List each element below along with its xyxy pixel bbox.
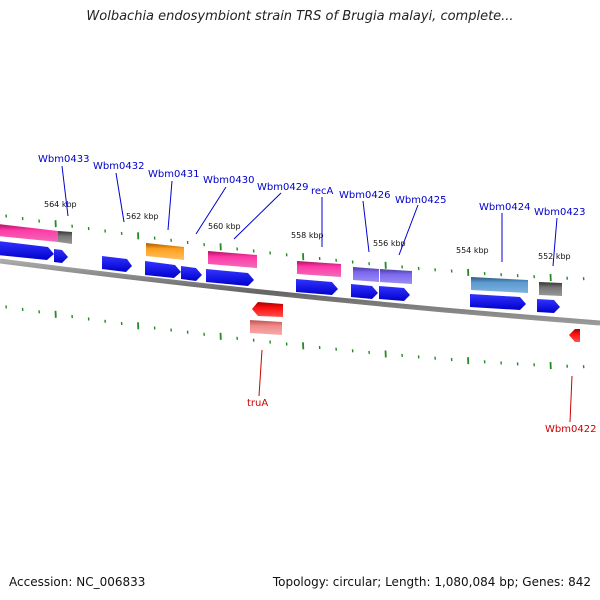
- cds-arrow-10[interactable]: [470, 294, 526, 310]
- genome-summary-text: Topology: circular; Length: 1,080,084 bp…: [272, 575, 591, 589]
- gene-label-wbm0425[interactable]: Wbm0425: [395, 195, 446, 206]
- scale-label-554: 554 kbp: [456, 246, 489, 255]
- reverse-tick-track: [5, 305, 585, 370]
- gene-label-wbm0426[interactable]: Wbm0426: [339, 190, 390, 201]
- gene-label-wbm0423[interactable]: Wbm0423: [534, 207, 585, 218]
- forward-tick-track: [5, 214, 585, 282]
- genome-backbone: [0, 258, 600, 326]
- scale-label-552: 552 kbp: [538, 252, 571, 261]
- cds-arrow-8[interactable]: [351, 284, 378, 299]
- gene-label-wbm0422[interactable]: Wbm0422: [545, 424, 596, 435]
- gene-label-wbm0431[interactable]: Wbm0431: [148, 169, 199, 180]
- cds-arrow-7[interactable]: [296, 279, 338, 295]
- gene-label-wbm0432[interactable]: Wbm0432: [93, 161, 144, 172]
- scale-label-560: 560 kbp: [208, 222, 241, 231]
- cds-arrow-1[interactable]: [0, 241, 54, 260]
- map-title: Wolbachia endosymbiont strain TRS of Bru…: [86, 9, 514, 24]
- feature-wbm0431[interactable]: [146, 243, 184, 260]
- cds-arrow-5[interactable]: [181, 266, 202, 281]
- gene-label-wbm0429[interactable]: Wbm0429: [257, 182, 308, 193]
- feature-trua[interactable]: [250, 320, 282, 335]
- cds-arrow-6[interactable]: [206, 269, 254, 286]
- feature-reca[interactable]: [297, 261, 341, 277]
- forward-cds-row: [0, 241, 560, 313]
- feature-wbm0424[interactable]: [471, 277, 528, 293]
- scale-label-564: 564 kbp: [44, 200, 77, 209]
- scale-label-562: 562 kbp: [126, 212, 159, 221]
- cds-arrow-11[interactable]: [537, 299, 560, 313]
- feature-wbm0429[interactable]: [208, 251, 257, 268]
- forward-leader-lines: [61, 165, 558, 267]
- scale-label-558: 558 kbp: [291, 231, 324, 240]
- cds-arrow-3[interactable]: [102, 256, 132, 272]
- gene-label-trua[interactable]: truA: [247, 398, 268, 409]
- gene-label-wbm0433[interactable]: Wbm0433: [38, 154, 89, 165]
- feature-wbm0422[interactable]: [569, 329, 580, 342]
- gene-label-wbm0424[interactable]: Wbm0424: [479, 202, 530, 213]
- gene-label-wbm0430[interactable]: Wbm0430: [203, 175, 254, 186]
- cds-arrow-9[interactable]: [379, 286, 410, 301]
- scale-label-556: 556 kbp: [373, 239, 406, 248]
- feature-wbm0423[interactable]: [539, 282, 562, 296]
- reverse-feature-row: [250, 302, 580, 342]
- cds-arrow-2[interactable]: [54, 249, 68, 263]
- feature-wbm0433[interactable]: [0, 224, 58, 242]
- accession-text: Accession: NC_006833: [9, 575, 146, 589]
- gene-label-reca[interactable]: recA: [311, 186, 334, 197]
- forward-feature-row-upper: [0, 224, 562, 296]
- feature-wbm0425[interactable]: [380, 269, 412, 284]
- reverse-leader-lines: [258, 349, 573, 423]
- feature-trua-arrow[interactable]: [252, 302, 283, 317]
- feature-wbm0433-gray[interactable]: [58, 231, 72, 244]
- cds-arrow-4[interactable]: [145, 261, 181, 278]
- feature-wbm0426[interactable]: [353, 267, 379, 282]
